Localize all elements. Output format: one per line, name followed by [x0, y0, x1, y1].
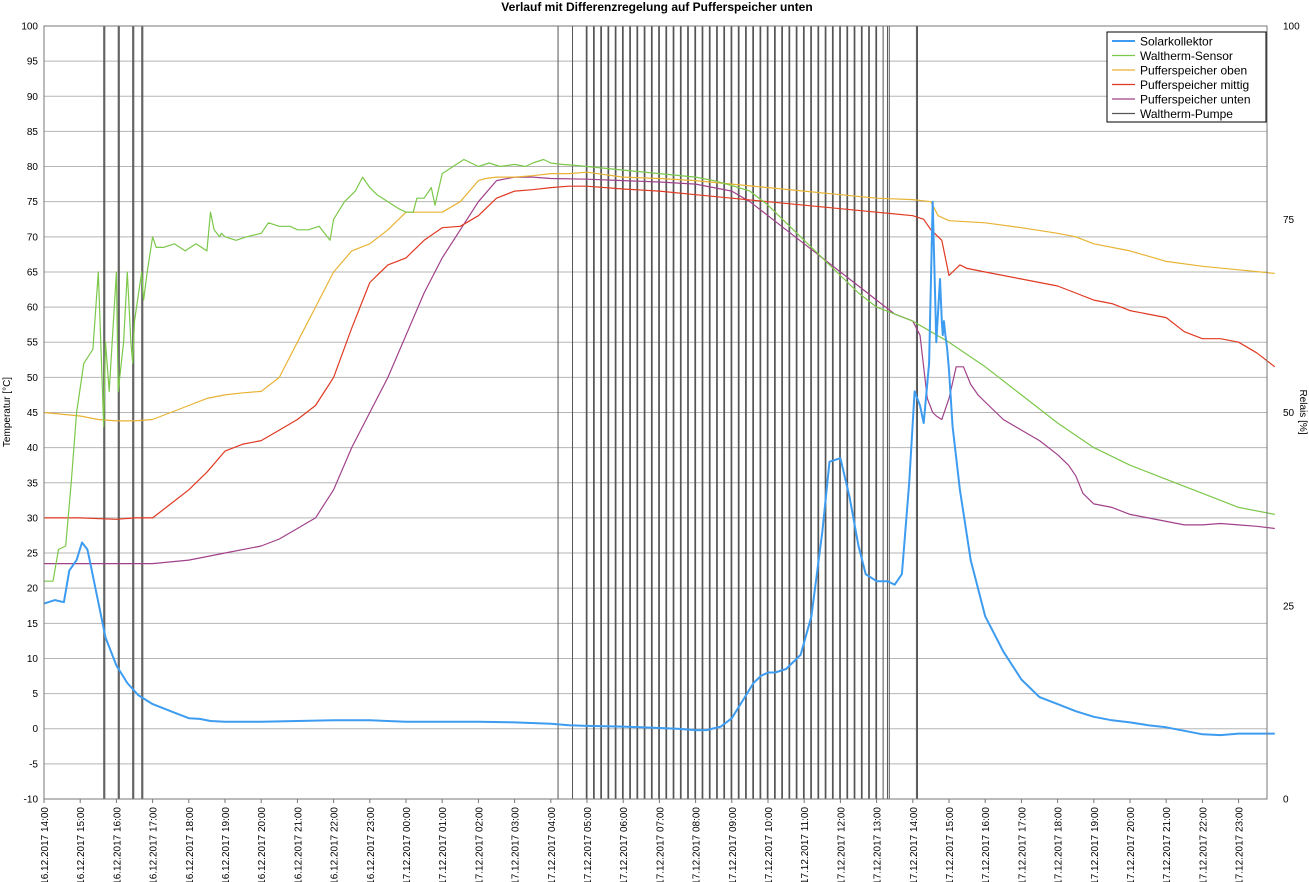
x-axis-ticks: 16.12.2017 14:00 16.12.2017 15:00 16.12.20…	[40, 799, 1246, 882]
x-tick-label: 17.12.2017 19:00	[1090, 807, 1101, 882]
y-tick-label: 10	[27, 654, 39, 665]
x-tick-label: 17.12.2017 00:00	[402, 807, 413, 882]
y-tick-label: 70	[27, 232, 39, 243]
x-tick-label: 17.12.2017 20:00	[1126, 807, 1137, 882]
y-axis-ticks: -10 -5 0 5 10 15 20 25 30 35 40 45 50 55 60 65 70 75 80 85 9…	[21, 22, 38, 806]
y-tick-label: 90	[27, 92, 39, 103]
y-tick-label: 60	[27, 303, 39, 314]
legend-label: Solarkollektor	[1140, 35, 1213, 49]
chart-title: Verlauf mit Differenzregelung auf Puffer…	[501, 0, 812, 14]
legend-label: Waltherm-Sensor	[1140, 49, 1233, 63]
y-tick-label: 5	[32, 689, 38, 700]
series-line-waltherm-sensor	[44, 158, 1275, 582]
y-tick-label: 35	[27, 478, 39, 489]
plot-frame	[43, 25, 1268, 800]
x-tick-label: 17.12.2017 03:00	[511, 807, 522, 882]
legend-label: Waltherm-Pumpe	[1140, 107, 1233, 121]
x-tick-label: 16.12.2017 15:00	[76, 807, 87, 882]
x-tick-label: 17.12.2017 18:00	[1054, 807, 1065, 882]
y2-tick-label: 100	[1283, 22, 1300, 33]
x-tick-label: 16.12.2017 18:00	[185, 807, 196, 882]
y-tick-label: 20	[27, 584, 39, 595]
legend-label: Pufferspeicher oben	[1140, 64, 1247, 78]
y-tick-label: 55	[27, 338, 39, 349]
y-tick-label: 40	[27, 443, 39, 454]
legend-box	[1106, 31, 1267, 123]
y2-tick-label: 25	[1283, 601, 1295, 612]
y-axis-label: Temperatur [°C]	[2, 377, 13, 447]
series-lines	[43, 158, 1276, 737]
x-tick-label: 17.12.2017 10:00	[764, 807, 775, 882]
legend-label: Pufferspeicher mittig	[1140, 78, 1249, 92]
y2-tick-label: 0	[1283, 795, 1289, 806]
x-tick-label: 17.12.2017 02:00	[474, 807, 485, 882]
x-tick-label: 17.12.2017 08:00	[692, 807, 703, 882]
x-tick-label: 17.12.2017 05:00	[583, 807, 594, 882]
y-tick-label: 30	[27, 513, 39, 524]
x-tick-label: 16.12.2017 22:00	[330, 807, 341, 882]
y-tick-label: -5	[29, 759, 38, 770]
legend: SolarkollektorWaltherm-SensorPufferspeic…	[1106, 31, 1267, 123]
series-line-solarkollektor	[43, 200, 1275, 737]
y-tick-label: 95	[27, 57, 39, 68]
x-tick-label: 17.12.2017 16:00	[981, 807, 992, 882]
y2-tick-label: 50	[1283, 408, 1295, 419]
y2-tick-label: 75	[1283, 215, 1295, 226]
y-tick-label: 50	[27, 373, 39, 384]
x-tick-label: 16.12.2017 17:00	[149, 807, 160, 882]
y-tick-label: 15	[27, 619, 39, 630]
x-tick-label: 17.12.2017 14:00	[909, 807, 920, 882]
x-tick-label: 16.12.2017 14:00	[40, 807, 51, 882]
y-tick-label: 100	[21, 22, 38, 33]
x-tick-label: 16.12.2017 16:00	[112, 807, 123, 882]
x-tick-label: 17.12.2017 12:00	[836, 807, 847, 882]
y-tick-label: 65	[27, 267, 39, 278]
x-tick-label: 16.12.2017 23:00	[366, 807, 377, 882]
x-tick-label: 17.12.2017 22:00	[1198, 807, 1209, 882]
y2-axis-label: Relais [%]	[1297, 389, 1308, 434]
x-tick-label: 17.12.2017 21:00	[1162, 807, 1173, 882]
legend-label: Pufferspeicher unten	[1140, 93, 1251, 107]
y-tick-label: 85	[27, 127, 39, 138]
x-tick-label: 17.12.2017 04:00	[547, 807, 558, 882]
y-tick-label: -10	[24, 795, 39, 806]
y-tick-label: 45	[27, 408, 39, 419]
x-tick-label: 16.12.2017 21:00	[293, 807, 304, 882]
x-tick-label: 16.12.2017 19:00	[221, 807, 232, 882]
x-tick-label: 17.12.2017 09:00	[728, 807, 739, 882]
y-tick-label: 75	[27, 197, 39, 208]
x-tick-label: 17.12.2017 01:00	[438, 807, 449, 882]
x-tick-label: 17.12.2017 13:00	[873, 807, 884, 882]
series-line-pufferspeicher-unten	[44, 176, 1275, 565]
x-tick-label: 17.12.2017 07:00	[655, 807, 666, 882]
x-tick-label: 17.12.2017 15:00	[945, 807, 956, 882]
y-tick-label: 80	[27, 162, 39, 173]
series-line-pufferspeicher-oben	[43, 171, 1275, 422]
x-tick-label: 17.12.2017 17:00	[1017, 807, 1028, 882]
x-tick-label: 16.12.2017 20:00	[257, 807, 268, 882]
y2-axis-ticks: 0 25 50 75 100	[1283, 22, 1300, 806]
x-tick-label: 17.12.2017 06:00	[619, 807, 630, 882]
x-tick-label: 17.12.2017 23:00	[1235, 807, 1246, 882]
x-tick-label: 17.12.2017 11:00	[800, 807, 811, 882]
series-line-pufferspeicher-mittig	[44, 185, 1276, 520]
y-tick-label: 0	[32, 724, 38, 735]
y-tick-label: 25	[27, 549, 39, 560]
